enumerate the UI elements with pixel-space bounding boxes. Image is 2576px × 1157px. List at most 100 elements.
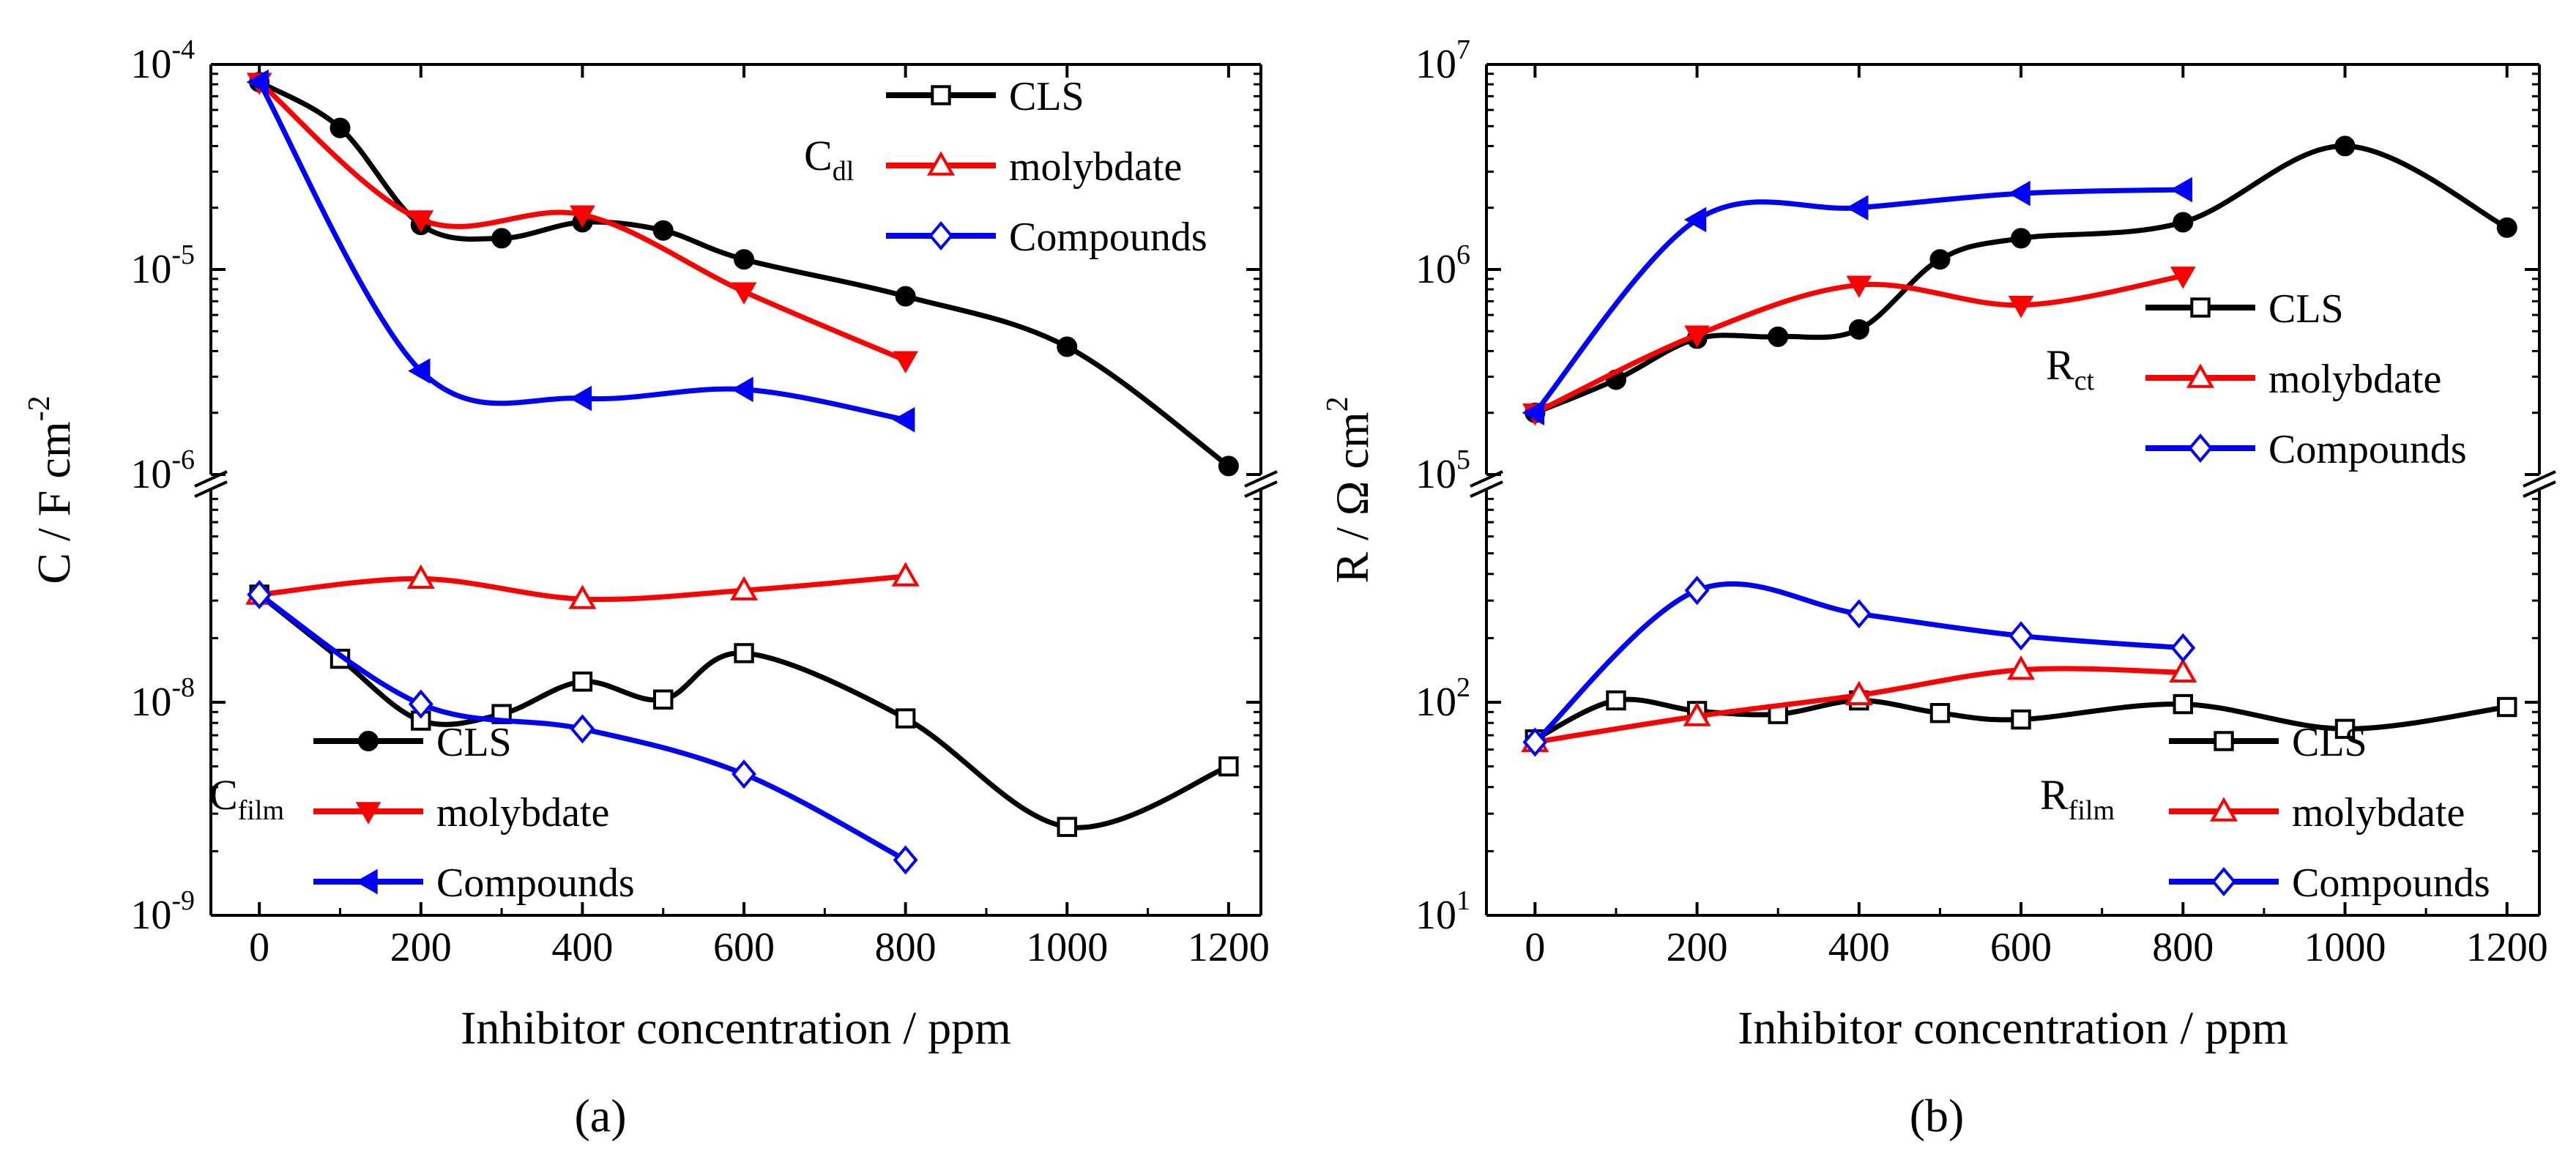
legend-label: Compounds (436, 860, 635, 906)
data-point-cls (734, 249, 755, 270)
series-cls (249, 584, 1239, 837)
legend-label: Compounds (1009, 215, 1207, 260)
data-point-cls (1848, 319, 1869, 340)
data-point-cls (734, 643, 754, 663)
y-tick-label-exponent: -5 (171, 239, 195, 270)
y-axis-title: R / Ω cm2 (1321, 396, 1378, 583)
parameter-label-main: R (2040, 771, 2069, 819)
data-point-compounds (247, 580, 272, 609)
data-point-cls (1929, 703, 1951, 723)
data-point-molybdate (570, 205, 595, 228)
legend-marker (2211, 867, 2236, 896)
y-tick-label-base: 10 (130, 42, 171, 87)
x-axis-title: Inhibitor concentration / ppm (1738, 1002, 2288, 1054)
y-tick-label: 107 (1415, 34, 1470, 87)
data-point-cls (2173, 693, 2193, 715)
y-tick-label-base: 10 (1415, 893, 1456, 938)
legend-marker (355, 868, 378, 895)
legend-marker (2186, 363, 2215, 388)
axis-break-mark (1244, 470, 1278, 488)
data-point-cls (1929, 249, 1951, 270)
data-point-cls (572, 671, 593, 692)
y-tick-label-base: 10 (1415, 247, 1456, 292)
data-point-cls (1218, 455, 1239, 477)
data-point-cls (2496, 217, 2517, 238)
data-point-molybdate (568, 584, 597, 609)
parameter-label-sub: dl (833, 156, 855, 187)
data-point-cls (1057, 336, 1078, 357)
x-tick-label: 1200 (2466, 925, 2548, 970)
data-point-compounds (731, 376, 753, 403)
data-point-compounds (569, 385, 592, 412)
data-point-molybdate (893, 351, 918, 373)
y-tick-label: 105 (1415, 444, 1470, 497)
data-point-molybdate (2008, 295, 2034, 319)
data-point-compounds (246, 69, 269, 95)
y-tick-label: 101 (1415, 885, 1470, 938)
data-point-cls (2334, 718, 2356, 740)
data-point-cls (652, 220, 674, 241)
axis-break-mark (194, 480, 228, 498)
data-point-molybdate (408, 210, 434, 233)
legend-label: CLS (2268, 286, 2344, 332)
parameter-label-main: C (804, 132, 833, 179)
data-point-molybdate (2007, 655, 2036, 680)
series-line-compounds (1532, 187, 2186, 416)
legend-label: molybdate (436, 790, 609, 836)
data-point-cls (2497, 696, 2517, 718)
data-point-compounds (408, 689, 433, 719)
axis-break-mark (2523, 470, 2556, 488)
y-tick-label-exponent: 7 (1456, 34, 1470, 65)
data-point-compounds (893, 406, 915, 433)
data-point-cls (330, 117, 351, 138)
x-tick-label: 0 (249, 925, 269, 970)
data-point-cls (2173, 212, 2194, 233)
x-tick-label: 1000 (1026, 925, 1108, 970)
series-line-cls (256, 79, 1232, 469)
data-point-compounds (893, 845, 918, 875)
legend-upper: CLS molybdate Compounds Rct (2046, 286, 2467, 472)
y-tick-label-base: 10 (130, 893, 171, 938)
x-tick-label: 0 (1525, 925, 1545, 970)
x-tick-label: 600 (1990, 925, 2052, 970)
legend-marker (928, 221, 953, 250)
series-compounds (1522, 176, 2192, 426)
parameter-label-sub: film (238, 795, 284, 826)
parameter-label: Rct (2046, 341, 2095, 396)
panel-label: (b) (1910, 1090, 1965, 1142)
y-tick-label: 10-6 (130, 444, 195, 497)
y-tick-label-exponent: 6 (1456, 239, 1470, 270)
x-axis-title: Inhibitor concentration / ppm (461, 1002, 1011, 1054)
legend-label: molybdate (2268, 357, 2441, 402)
legend-marker (931, 85, 951, 105)
legend-label: molybdate (2292, 790, 2465, 836)
parameter-label: Cfilm (209, 771, 284, 826)
y-tick-label: 10-8 (130, 672, 195, 725)
legend-label: CLS (2292, 720, 2367, 765)
data-point-cls (1768, 326, 1789, 347)
legend-label: molybdate (1009, 144, 1182, 190)
y-tick-label-base: 10 (1415, 42, 1456, 87)
data-point-molybdate (729, 576, 759, 600)
y-tick-label: 10-4 (130, 34, 195, 87)
y-tick-label-base: 10 (130, 247, 171, 292)
y-axis-title: C / F cm-2 (23, 395, 80, 584)
y-tick-label: 10-5 (130, 239, 195, 292)
data-point-compounds (2008, 180, 2030, 207)
y-tick-label: 106 (1415, 239, 1470, 292)
axis-break-mark (1470, 480, 1503, 498)
panel-b: 0 200 400 600 800 1000 1200 Inhibitor concentra… (1321, 34, 2556, 1142)
series-compounds (247, 580, 918, 875)
legend-marker (2214, 731, 2234, 751)
series-line-cls (256, 592, 1232, 830)
y-tick-label-base: 10 (1415, 680, 1456, 725)
data-point-compounds (408, 358, 431, 384)
x-tick-label: 800 (875, 925, 937, 970)
series-cls (249, 72, 1239, 477)
y-axis-title-text: R / Ω cm (1326, 412, 1378, 583)
data-point-compounds (1846, 195, 1869, 221)
series-molybdate (245, 562, 920, 609)
